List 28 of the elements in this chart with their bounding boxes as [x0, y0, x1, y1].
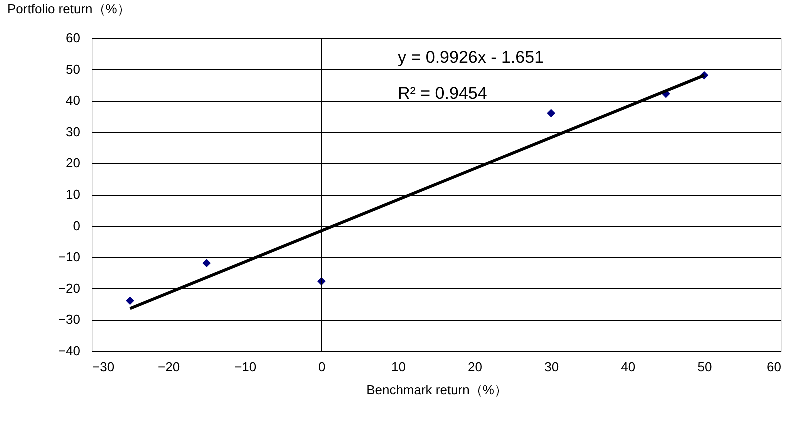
- y-tick-label: −10: [58, 250, 80, 265]
- x-tick-label: 20: [468, 360, 483, 374]
- y-axis-title: Portfolio return（%）: [8, 2, 130, 16]
- y-tick-label: −20: [58, 280, 80, 296]
- y-tick-label: −40: [58, 344, 80, 358]
- x-tick-label: 0: [318, 360, 326, 374]
- x-tick-label: 30: [544, 360, 560, 374]
- y-tick-label: 50: [66, 62, 80, 77]
- y-tick-label: 10: [66, 187, 80, 202]
- y-tick-label: 0: [73, 218, 80, 234]
- x-tick-label: −20: [158, 360, 180, 374]
- x-tick-label: 50: [698, 360, 712, 374]
- x-tick-label: 60: [767, 360, 782, 374]
- y-tick-label: 40: [66, 93, 80, 108]
- y-tick-label: 20: [66, 156, 80, 171]
- annotation: y = 0.9926x - 1.651: [398, 48, 544, 67]
- x-tick-label: −10: [234, 360, 257, 374]
- y-tick-label: 60: [66, 30, 80, 46]
- x-tick-label: −30: [92, 360, 115, 374]
- point: [202, 259, 212, 268]
- x-tick-label: 40: [621, 360, 636, 374]
- annotation: R² = 0.9454: [398, 84, 488, 103]
- x-axis-title: Benchmark return（%）: [366, 382, 508, 398]
- x-tick-label: 10: [391, 360, 406, 374]
- y-tick-label: −30: [58, 312, 80, 328]
- y-tick-label: 30: [66, 124, 80, 140]
- point: [126, 296, 134, 306]
- point: [547, 109, 556, 118]
